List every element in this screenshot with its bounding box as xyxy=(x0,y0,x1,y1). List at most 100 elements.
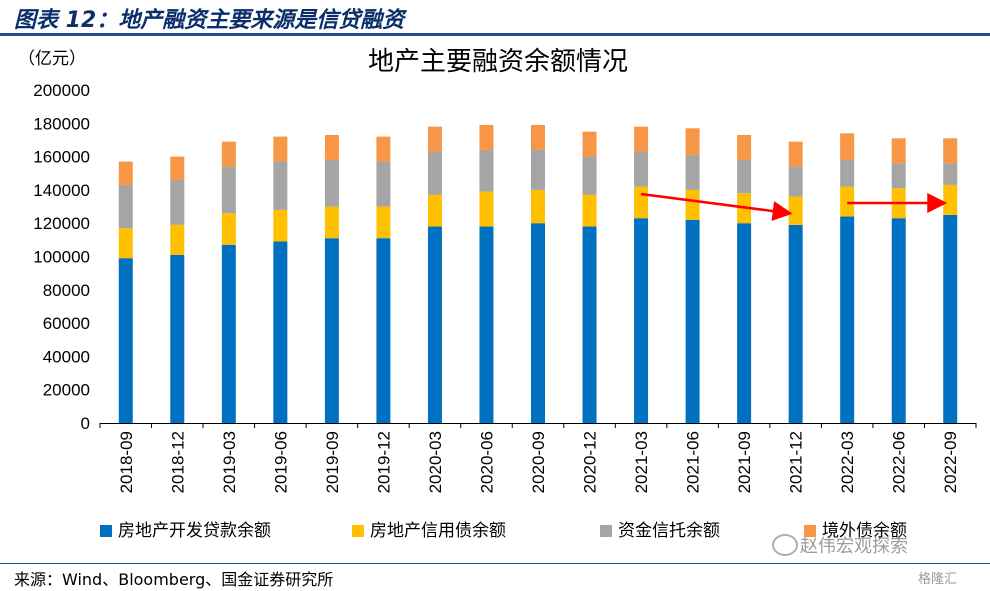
bar-segment-3 xyxy=(634,151,649,187)
x-tick-label: 2018-09 xyxy=(117,431,136,493)
bar-segment-1 xyxy=(221,244,236,423)
bar-segment-4 xyxy=(170,156,185,180)
x-tick-label: 2019-06 xyxy=(271,431,290,493)
chart-title: 地产主要融资余额情况 xyxy=(368,47,628,77)
bar-segment-3 xyxy=(118,184,133,229)
y-tick-label: 120000 xyxy=(33,214,90,233)
bar-segment-4 xyxy=(891,138,906,164)
y-axis-unit-label: （亿元） xyxy=(18,49,86,69)
y-tick-label: 180000 xyxy=(33,114,90,133)
bar-segment-2 xyxy=(324,206,339,239)
watermark: 赵伟宏观探索 xyxy=(800,536,908,557)
x-tick-label: 2019-12 xyxy=(374,431,393,493)
bar-segment-2 xyxy=(685,189,700,220)
bar-segment-3 xyxy=(273,161,288,210)
bar-segment-3 xyxy=(943,163,958,185)
bar-segment-2 xyxy=(427,194,442,227)
bar-segment-1 xyxy=(737,223,752,423)
bar-segment-3 xyxy=(891,163,906,189)
figure-caption: 图表 12：地产融资主要来源是信贷融资 xyxy=(14,8,405,33)
bar-segment-2 xyxy=(634,186,649,219)
x-tick-label: 2020-09 xyxy=(529,431,548,493)
bar-segment-1 xyxy=(891,218,906,423)
x-tick-label: 2021-09 xyxy=(735,431,754,493)
bar-segment-4 xyxy=(737,134,752,160)
bar-segment-1 xyxy=(685,219,700,423)
footer-divider xyxy=(0,563,990,564)
x-tick-label: 2022-03 xyxy=(838,431,857,493)
bar-segment-4 xyxy=(788,141,803,167)
bar-segment-2 xyxy=(170,224,185,255)
bar-segment-4 xyxy=(118,161,133,185)
bar-segment-1 xyxy=(531,223,545,423)
bar-segment-2 xyxy=(118,228,133,259)
y-axis: 0 20000 40000 60000 80000 100000 120000 140000 1… xyxy=(33,81,90,433)
bar-segment-4 xyxy=(582,131,597,157)
legend-swatch xyxy=(804,525,816,537)
watermark-secondary: 格隆汇 xyxy=(918,572,958,587)
bar-segment-4 xyxy=(427,126,442,152)
bar-segment-3 xyxy=(376,161,391,207)
legend-label: 房地产开发贷款余额 xyxy=(118,521,271,541)
bar-segment-1 xyxy=(788,224,803,423)
x-tick-label: 2019-03 xyxy=(220,431,239,493)
bar-segment-2 xyxy=(582,194,597,227)
figure-header: 图表 12：地产融资主要来源是信贷融资 xyxy=(0,0,990,36)
x-tick-label: 2022-06 xyxy=(890,431,909,493)
bar-segment-2 xyxy=(221,213,236,245)
bar-segment-4 xyxy=(685,128,700,155)
bar-segment-2 xyxy=(531,189,545,224)
bar-segment-3 xyxy=(685,154,700,190)
y-tick-label: 20000 xyxy=(43,381,90,400)
y-tick-label: 80000 xyxy=(43,281,90,300)
bar-segment-3 xyxy=(221,166,236,214)
legend-swatch xyxy=(352,525,364,537)
bar-segment-1 xyxy=(427,226,442,423)
bar-segment-4 xyxy=(943,138,958,164)
bar-segment-4 xyxy=(221,141,236,167)
bar-segment-1 xyxy=(170,254,185,423)
bar-segment-3 xyxy=(479,149,494,192)
y-tick-label: 40000 xyxy=(43,347,90,366)
x-tick-label: 2020-03 xyxy=(426,431,445,493)
x-axis: 2018-09 2018-12 2019-03 2019-06 2019-09 2019-… xyxy=(99,423,977,493)
bar-segment-1 xyxy=(582,226,597,423)
stacked-bar-chart: 地产主要融资余额情况 （亿元） 0 20000 40000 60000 80000 100… xyxy=(18,47,977,541)
bar-segment-3 xyxy=(531,149,545,190)
trend-arrows xyxy=(640,192,948,221)
header-divider xyxy=(0,33,990,36)
y-tick-label: 200000 xyxy=(33,81,90,100)
bar-segment-1 xyxy=(840,216,855,423)
legend-label: 境外债余额 xyxy=(822,521,907,541)
bars-group xyxy=(118,124,958,423)
bar-segment-4 xyxy=(376,136,391,162)
bar-segment-1 xyxy=(324,238,339,423)
x-tick-label: 2020-12 xyxy=(581,431,600,493)
legend: 房地产开发贷款余额 房地产信用债余额 资金信托余额 境外债余额 xyxy=(100,521,907,541)
bar-segment-1 xyxy=(118,258,133,423)
bar-segment-2 xyxy=(840,186,855,217)
x-tick-label: 2021-12 xyxy=(787,431,806,493)
bar-segment-4 xyxy=(479,124,494,150)
legend-label: 房地产信用债余额 xyxy=(370,521,506,541)
y-tick-label: 160000 xyxy=(33,148,90,167)
bar-segment-2 xyxy=(273,209,288,242)
legend-swatch xyxy=(100,525,112,537)
bar-segment-4 xyxy=(273,136,288,162)
bar-segment-4 xyxy=(324,134,339,160)
x-tick-label: 2019-09 xyxy=(323,431,342,493)
bar-segment-1 xyxy=(634,218,649,423)
y-tick-label: 0 xyxy=(81,414,90,433)
bar-segment-1 xyxy=(376,238,391,423)
bar-segment-2 xyxy=(376,206,391,239)
bar-segment-4 xyxy=(531,124,545,150)
bar-segment-2 xyxy=(788,196,803,225)
bar-segment-2 xyxy=(943,184,958,215)
x-tick-label: 2021-06 xyxy=(684,431,703,493)
bar-segment-3 xyxy=(170,179,185,225)
trend-arrow-1 xyxy=(640,192,793,221)
bar-segment-4 xyxy=(634,126,649,152)
bar-segment-4 xyxy=(840,133,855,160)
bar-segment-1 xyxy=(943,214,958,423)
y-tick-label: 100000 xyxy=(33,248,90,267)
